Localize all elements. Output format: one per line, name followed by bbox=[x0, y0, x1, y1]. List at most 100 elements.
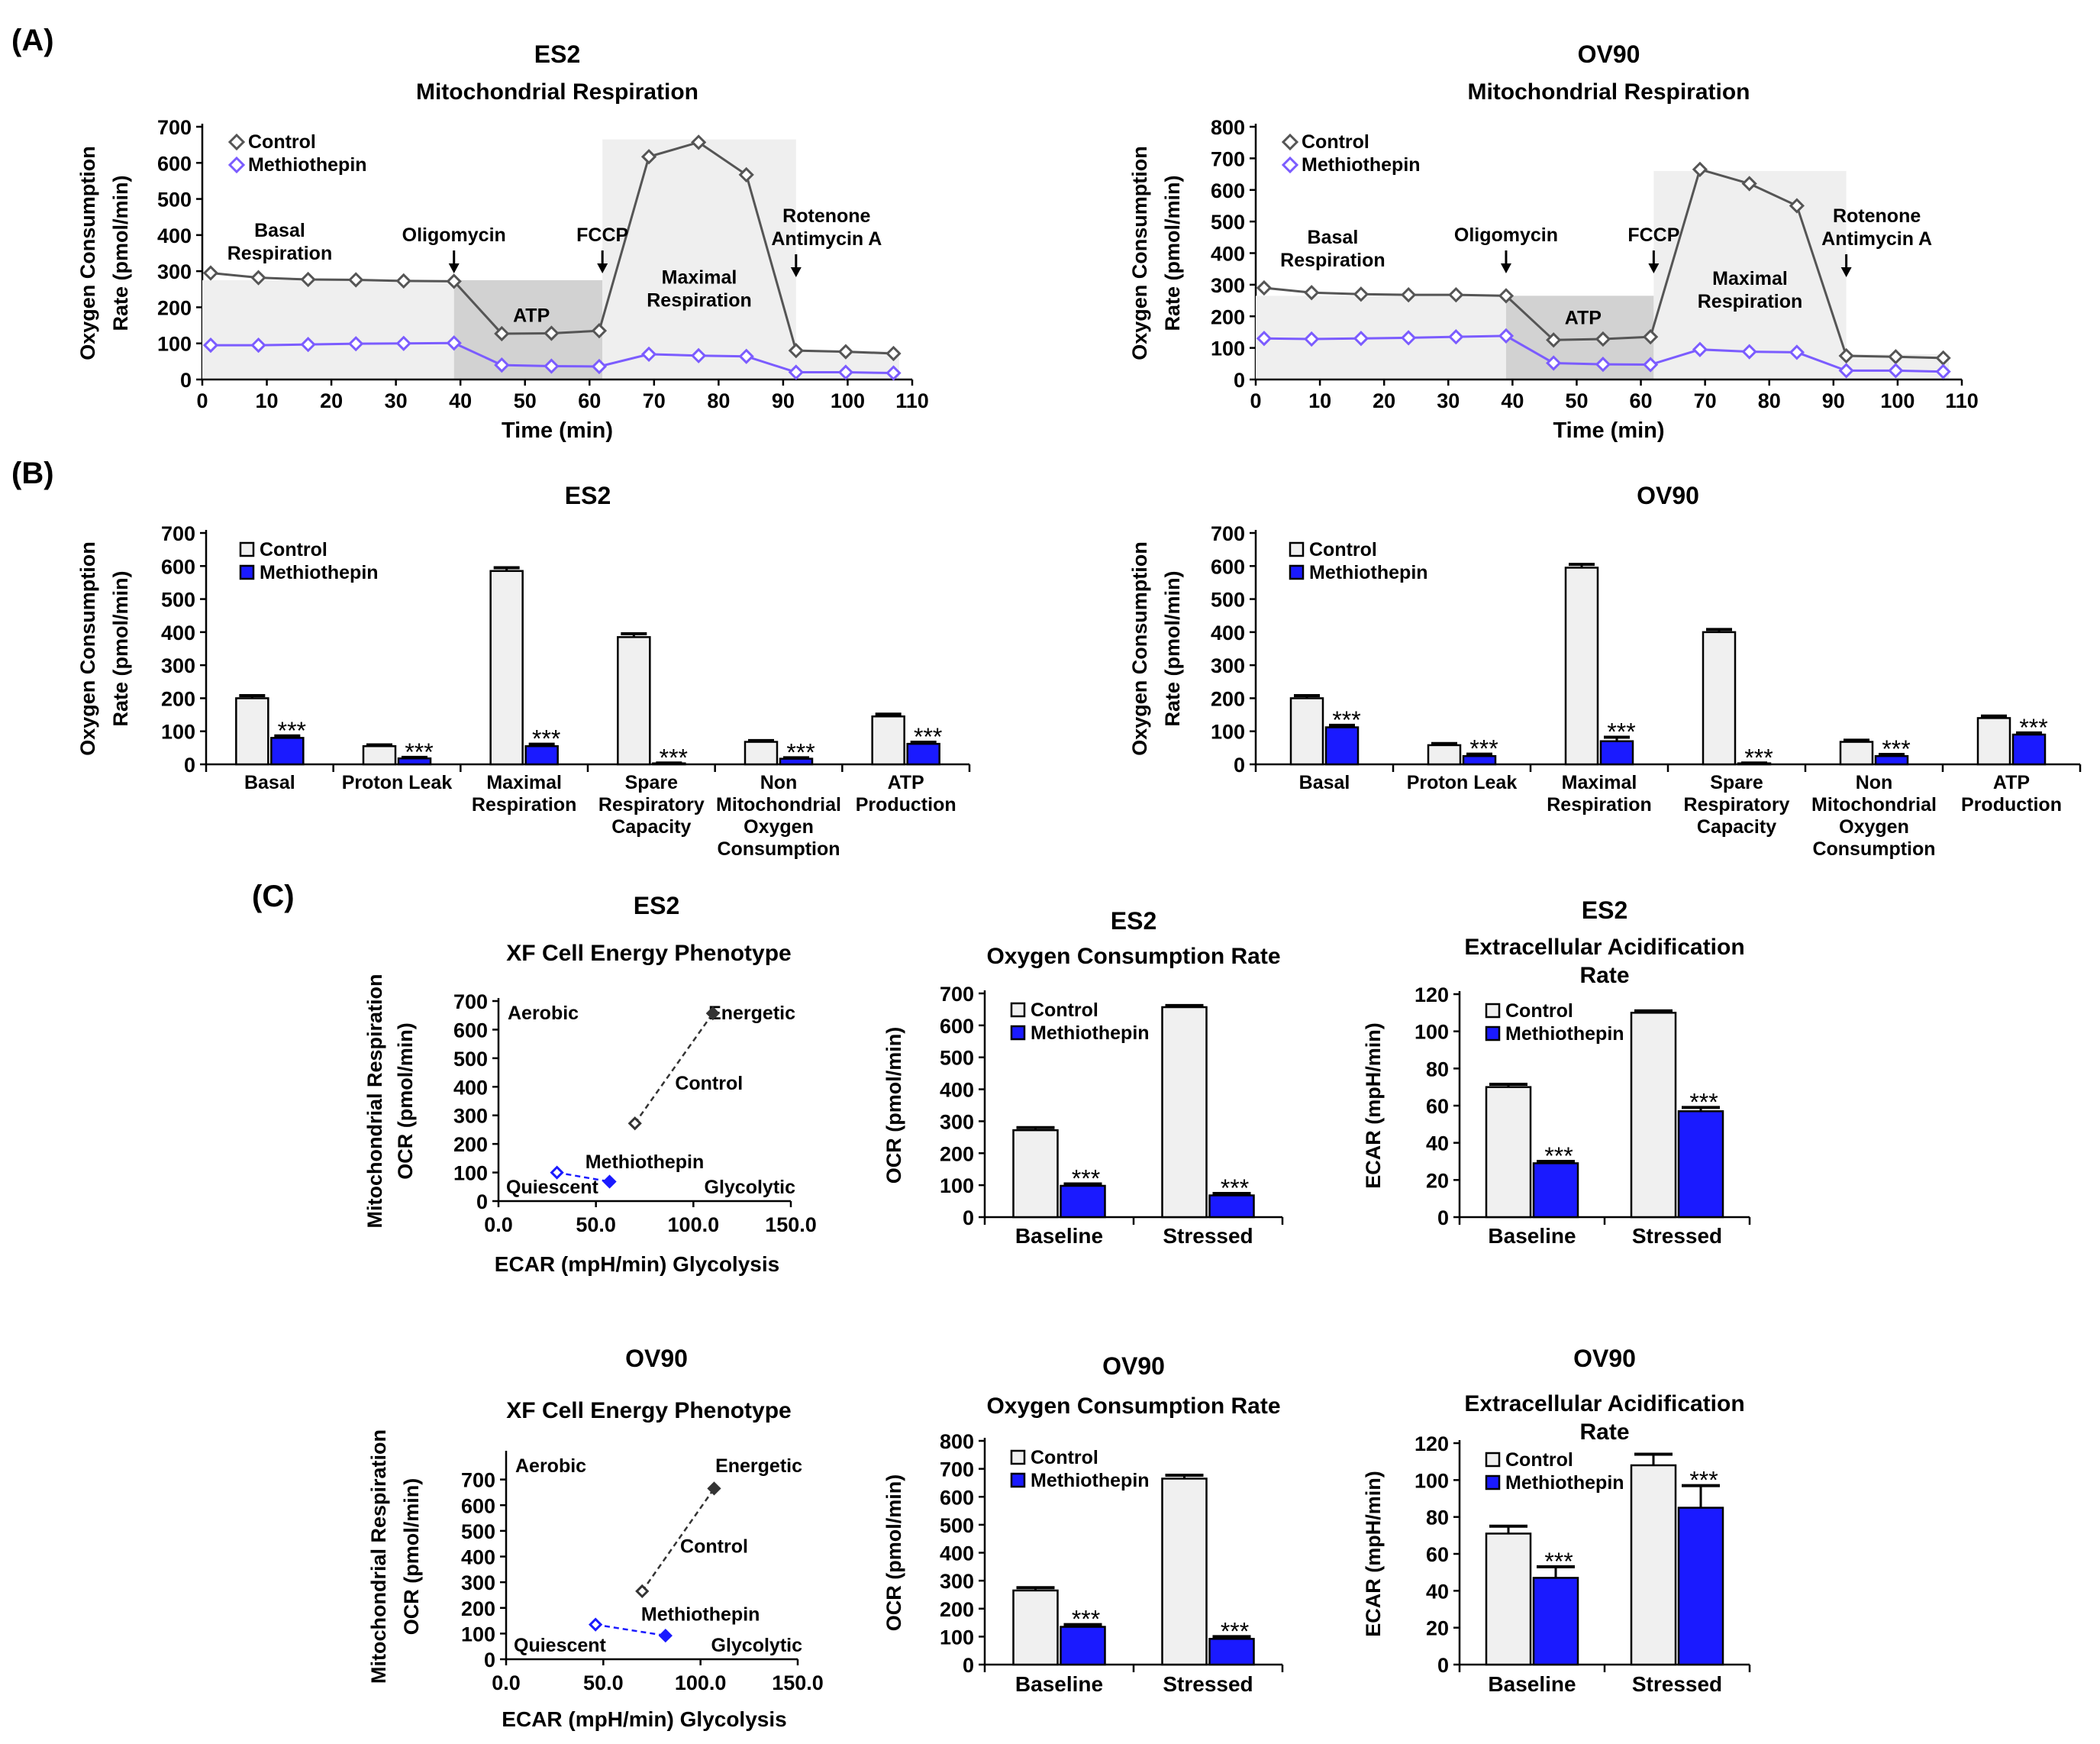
bar-control bbox=[489, 570, 524, 766]
data-point bbox=[1838, 347, 1854, 364]
legend-label: Control bbox=[260, 539, 327, 560]
y-tick-label: 400 bbox=[461, 1546, 495, 1569]
bar-control bbox=[1161, 1478, 1208, 1666]
y-tick-label: 200 bbox=[157, 296, 192, 319]
chart-b1: ES2 Oxygen Consumption Rate (pmol/min) 0 100… bbox=[76, 482, 971, 860]
data-point bbox=[640, 149, 657, 165]
y-tick-label: 40 bbox=[1426, 1580, 1449, 1603]
bar-control bbox=[1289, 697, 1324, 766]
x-axis-label: ECAR (mpH/min) Glycolysis bbox=[502, 1707, 786, 1731]
y-tick-label: 500 bbox=[161, 589, 195, 612]
y-tick-label: 200 bbox=[453, 1133, 488, 1156]
chart-c2: ES2 Oxygen Consumption Rate OCR (pmol/min)… bbox=[882, 907, 1284, 1248]
bar-control bbox=[1839, 741, 1874, 766]
data-point bbox=[1401, 286, 1417, 303]
category-label: Stressed bbox=[1632, 1224, 1722, 1248]
stressed-point bbox=[707, 1481, 721, 1496]
data-point bbox=[1498, 328, 1515, 344]
category-label: Respiration bbox=[1547, 794, 1652, 815]
chart-title: OV90 bbox=[1637, 482, 1699, 509]
significance-marker: *** bbox=[1882, 735, 1910, 763]
category-label: Spare bbox=[1710, 772, 1763, 793]
data-point bbox=[1692, 161, 1708, 177]
y-tick-label: 200 bbox=[161, 687, 195, 710]
y-tick-label: 600 bbox=[1211, 555, 1245, 578]
legend-marker bbox=[227, 156, 246, 174]
bar-methiothepin bbox=[906, 742, 940, 766]
y-axis-label: Oxygen Consumption bbox=[1128, 541, 1151, 756]
injection-arrow-head bbox=[1500, 263, 1511, 273]
data-point bbox=[1692, 341, 1708, 357]
category-label: Respiratory bbox=[1684, 794, 1790, 815]
bar-methiothepin bbox=[1208, 1194, 1255, 1219]
significance-marker: *** bbox=[1072, 1164, 1100, 1192]
bar-control bbox=[235, 697, 269, 766]
y-tick-label: 500 bbox=[1211, 589, 1245, 612]
data-point bbox=[1256, 331, 1273, 347]
x-axis-label: ECAR (mpH/min) Glycolysis bbox=[495, 1252, 779, 1276]
x-tick-label: 60 bbox=[1630, 389, 1653, 412]
y-tick-label: 800 bbox=[1211, 116, 1245, 139]
y-tick-label: 700 bbox=[453, 990, 488, 1013]
quadrant-label: Energetic bbox=[708, 1003, 795, 1024]
category-label: Stressed bbox=[1163, 1224, 1253, 1248]
bar-methiothepin bbox=[1324, 726, 1360, 766]
data-point bbox=[640, 346, 657, 363]
x-tick-label: 10 bbox=[256, 389, 279, 412]
legend-label: Methiothepin bbox=[1309, 562, 1428, 583]
injection-label: FCCP bbox=[576, 224, 628, 246]
x-tick-label: 80 bbox=[707, 389, 730, 412]
legend-swatch bbox=[1010, 1002, 1026, 1018]
y-tick-label: 400 bbox=[453, 1076, 488, 1099]
stressed-point bbox=[705, 1006, 720, 1021]
series-label: Control bbox=[680, 1536, 748, 1557]
data-point bbox=[591, 323, 608, 339]
legend-label: Control bbox=[248, 131, 316, 153]
y-axis-label: Rate (pmol/min) bbox=[1161, 175, 1184, 331]
trajectory-line bbox=[595, 1623, 666, 1637]
series-label: Methiothepin bbox=[641, 1604, 760, 1626]
y-tick-label: 500 bbox=[940, 1047, 974, 1070]
y-tick-label: 80 bbox=[1426, 1507, 1449, 1529]
data-point bbox=[494, 325, 510, 342]
category-label: Basal bbox=[1299, 772, 1350, 793]
x-tick-label: 70 bbox=[643, 389, 666, 412]
bar-control bbox=[1485, 1532, 1532, 1666]
x-tick-label: 0.0 bbox=[484, 1213, 513, 1236]
bar-control bbox=[617, 636, 651, 766]
y-tick-label: 200 bbox=[461, 1597, 495, 1620]
significance-marker: *** bbox=[1607, 719, 1635, 746]
y-tick-label: 400 bbox=[940, 1079, 974, 1102]
y-tick-label: 60 bbox=[1426, 1095, 1449, 1118]
injection-label: Oligomycin bbox=[402, 224, 506, 246]
legend-swatch bbox=[1485, 1003, 1501, 1019]
legend-label: Control bbox=[1505, 1449, 1573, 1471]
legend-marker bbox=[1281, 133, 1299, 151]
y-axis-label: Oxygen Consumption bbox=[76, 146, 99, 360]
category-label: Capacity bbox=[611, 816, 691, 838]
chart-c3: ES2 Extracellular Acidification Rate ECAR (… bbox=[1362, 896, 1751, 1248]
x-tick-label: 0 bbox=[1250, 389, 1261, 412]
y-tick-label: 100 bbox=[161, 721, 195, 744]
bar-methiothepin bbox=[1874, 754, 1909, 766]
annotation: Maximal bbox=[1712, 268, 1788, 289]
chart-title: ES2 bbox=[565, 482, 611, 509]
y-tick-label: 0 bbox=[476, 1190, 488, 1213]
y-tick-label: 20 bbox=[1426, 1617, 1449, 1640]
annotation: Maximal bbox=[662, 267, 737, 289]
legend-swatch bbox=[1485, 1474, 1501, 1490]
quadrant-label: Energetic bbox=[715, 1455, 802, 1477]
y-tick-label: 0 bbox=[963, 1654, 974, 1677]
y-tick-label: 600 bbox=[940, 1486, 974, 1509]
data-point bbox=[348, 272, 364, 288]
chart-subtitle: Mitochondrial Respiration bbox=[416, 79, 698, 105]
significance-marker: *** bbox=[1744, 744, 1773, 771]
quadrant-label: Aerobic bbox=[508, 1003, 579, 1024]
y-tick-label: 500 bbox=[461, 1520, 495, 1543]
bar-control bbox=[871, 715, 905, 766]
annotation: Respiration bbox=[227, 243, 333, 264]
data-point bbox=[1353, 286, 1369, 302]
chart-subtitle: XF Cell Energy Phenotype bbox=[506, 941, 791, 966]
y-tick-label: 100 bbox=[1211, 337, 1245, 360]
chart-subtitle: Rate bbox=[1579, 963, 1629, 988]
